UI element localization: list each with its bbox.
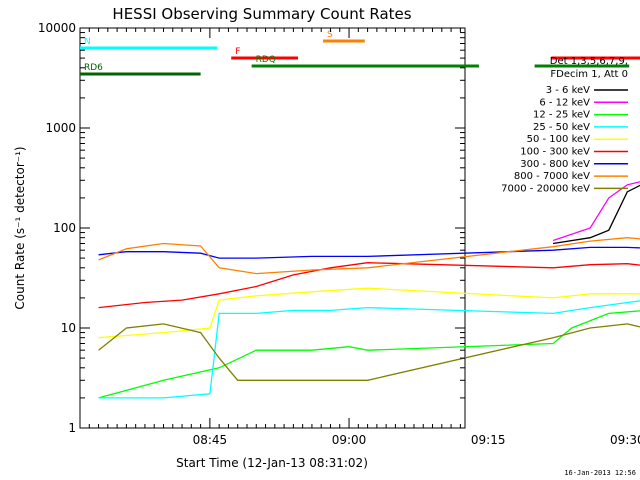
- series-line-5: [98, 262, 640, 309]
- footer-timestamp: 16-Jan-2013 12:56: [564, 469, 636, 477]
- flag-label-s: S: [327, 30, 333, 40]
- series-line-7: [98, 237, 640, 275]
- series-layer: [98, 181, 640, 399]
- legend-label-1: 6 - 12 keV: [539, 97, 590, 108]
- y-tick-label: 1000: [45, 121, 76, 135]
- x-tick-label: 08:45: [193, 433, 228, 447]
- legend-label-2: 12 - 25 keV: [533, 110, 590, 121]
- annotation-layer: N F S RDQ RD6: [80, 30, 640, 76]
- legend-header-line-2: FDecim 1, Att 0: [550, 69, 628, 80]
- x-tick-label: 09:30: [610, 433, 640, 447]
- legend-label-5: 100 - 300 keV: [520, 147, 590, 158]
- y-tick-label: 1: [68, 421, 76, 435]
- series-line-3: [98, 300, 640, 399]
- x-axis-label: Start Time (12-Jan-13 08:31:02): [176, 456, 368, 470]
- series-line-4: [98, 287, 640, 339]
- y-tick-label: 10000: [38, 21, 76, 35]
- x-tick-label: 09:15: [471, 433, 506, 447]
- chart-title: HESSI Observing Summary Count Rates: [112, 5, 411, 23]
- legend-label-8: 7000 - 20000 keV: [501, 183, 590, 194]
- legend: Det 1,3,5,6,7,9, FDecim 1, Att 0 3 - 6 k…: [501, 56, 628, 194]
- series-line-8: [98, 323, 640, 381]
- x-tick-label: 09:00: [332, 433, 367, 447]
- y-tick-label: 10: [61, 321, 76, 335]
- series-line-2: [98, 310, 640, 399]
- flag-label-f: F: [235, 47, 240, 57]
- flag-label-rdq: RDQ: [256, 55, 276, 65]
- legend-label-6: 300 - 800 keV: [520, 159, 590, 170]
- series-line-1: [552, 181, 640, 242]
- legend-label-3: 25 - 50 keV: [533, 122, 590, 133]
- series-line-0: [552, 184, 640, 245]
- plot-frame: [79, 27, 466, 429]
- y-axis: 1 10 100 1000 10000: [38, 21, 465, 435]
- legend-label-7: 800 - 7000 keV: [514, 171, 590, 182]
- series-line-6: [98, 246, 640, 259]
- flag-label-n: N: [84, 37, 91, 47]
- legend-label-4: 50 - 100 keV: [527, 134, 591, 145]
- y-tick-label: 100: [53, 221, 76, 235]
- flag-label-rd6: RD6: [84, 63, 103, 73]
- legend-label-0: 3 - 6 keV: [546, 85, 590, 96]
- legend-header-line-1: Det 1,3,5,6,7,9,: [550, 56, 628, 67]
- y-axis-label: Count Rate (s⁻¹ detector⁻¹): [13, 146, 27, 309]
